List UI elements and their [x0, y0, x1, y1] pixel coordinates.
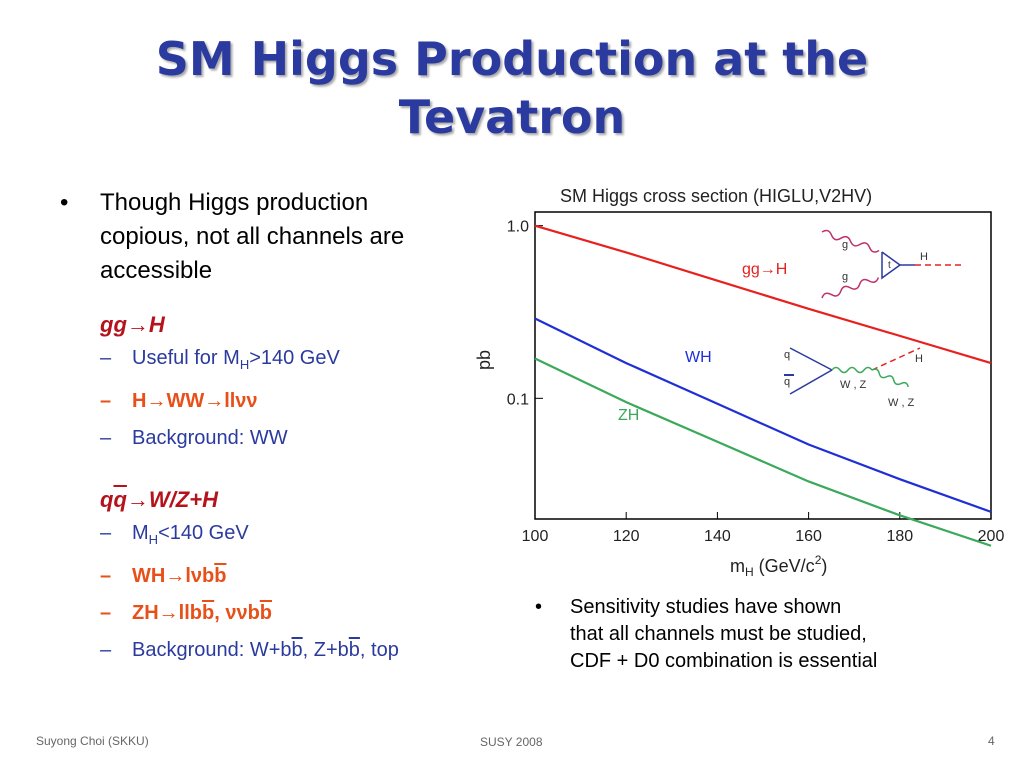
svg-text:W , Z: W , Z [888, 397, 915, 409]
bullet-higgs-production: • Though Higgs production copious, not a… [60, 186, 510, 288]
footer-author: Suyong Choi (SKKU) [36, 734, 149, 748]
title-line-2: Tevatron [398, 90, 626, 144]
qq-background-item: – Background: W+bb, Z+bb, top [100, 639, 399, 661]
bullet-dot: • [535, 596, 543, 618]
footer-page-number: 4 [988, 734, 995, 748]
svg-text:g: g [842, 239, 848, 251]
bullet-dot: • [60, 189, 69, 216]
title-line-1: SM Higgs Production at the [155, 32, 869, 86]
svg-text:q: q [784, 376, 790, 388]
y-tick-label: 0.1 [507, 391, 529, 408]
sensitivity-line-1: Sensitivity studies have shown [570, 596, 842, 618]
bullet-line-3: accessible [100, 257, 213, 284]
sensitivity-line-3: CDF + D0 combination is essential [570, 650, 878, 672]
sensitivity-line-2: that all channels must be studied, [570, 623, 867, 645]
svg-text:q: q [784, 349, 790, 361]
svg-text:W , Z: W , Z [840, 379, 867, 391]
x-axis-label: mH (GeV/c2) [730, 553, 827, 579]
bullet-sensitivity: • Sensitivity studies have shown that al… [535, 594, 1005, 675]
series-lines [534, 224, 992, 547]
x-tick-label: 100 [522, 528, 549, 545]
svg-text:H: H [915, 353, 923, 365]
qq-zh-item: – ZH→llbb, ννbb [100, 602, 273, 624]
y-tick-label: 1.0 [507, 219, 529, 236]
x-tick-label: 180 [886, 528, 913, 545]
x-tick-label: 120 [613, 528, 640, 545]
y-axis-label: pb [474, 350, 494, 370]
x-tick-label: 140 [704, 528, 731, 545]
series-label-zh: ZH [618, 407, 639, 424]
x-tick-label: 160 [795, 528, 822, 545]
svg-text:g: g [842, 271, 848, 283]
gg-section-heading: gg→H [100, 312, 165, 337]
svg-text:H: H [920, 251, 928, 263]
plot-frame [534, 211, 992, 520]
qq-wh-item: – WH→lνbb [100, 565, 227, 587]
feynman-diagram-vh: q q W , Z W , Z H [784, 347, 923, 409]
series-line-1 [534, 317, 992, 513]
gg-useful-item: – Useful for MH>140 GeV [100, 347, 340, 372]
bullet-line-1: Though Higgs production [100, 189, 369, 216]
series-label-ggh: gg→H [742, 261, 787, 278]
chart-title: SM Higgs cross section (HIGLU,V2HV) [560, 186, 872, 206]
feynman-diagram-ggh: g g t H [821, 229, 965, 299]
series-line-0 [534, 224, 992, 365]
qq-section-heading: qq→W/Z+H [100, 487, 218, 512]
left-column: • Though Higgs production copious, not a… [60, 186, 510, 669]
higgs-cross-section-chart: SM Higgs cross section (HIGLU,V2HV) 100 1… [474, 186, 1005, 579]
slide-title: SM Higgs Production at the Tevatron [0, 30, 1024, 146]
svg-text:t: t [888, 260, 891, 271]
footer-conference: SUSY 2008 [480, 735, 543, 749]
axis-ticks: 100 120 140 160 180 200 1.0 0.1 [507, 219, 1005, 545]
gg-decay-item: – H→WW→llνν [100, 390, 258, 412]
x-tick-label: 200 [978, 528, 1005, 545]
bullet-line-2: copious, not all channels are [100, 223, 405, 250]
qq-mass-item: – MH<140 GeV [100, 522, 249, 547]
gg-background-item: – Background: WW [100, 427, 288, 449]
series-label-wh: WH [685, 349, 712, 366]
series-line-2 [534, 357, 992, 547]
